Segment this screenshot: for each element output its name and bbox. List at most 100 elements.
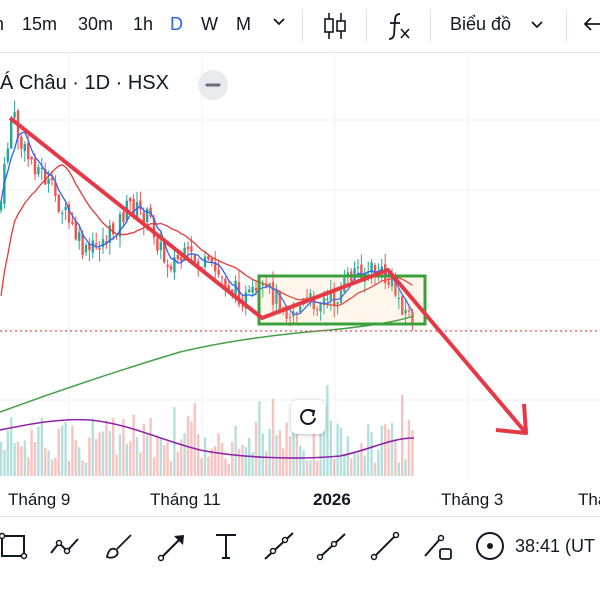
volume-bar bbox=[33, 442, 37, 476]
ma-mid-line bbox=[0, 163, 413, 307]
time-axis[interactable]: Tháng 9 Tháng 11 2026 Tháng 3 Thá bbox=[0, 480, 600, 516]
candle-body bbox=[241, 305, 244, 307]
volume-bar bbox=[305, 460, 309, 476]
volume-bar bbox=[214, 446, 217, 476]
candle-body bbox=[411, 311, 414, 324]
volume-bar bbox=[108, 431, 111, 476]
candle-body bbox=[64, 206, 67, 211]
candle-body bbox=[227, 285, 230, 291]
candle-body bbox=[401, 295, 404, 315]
candle-body bbox=[78, 232, 81, 241]
volume-bar bbox=[271, 398, 275, 476]
candle-body bbox=[101, 239, 105, 248]
volume-bar bbox=[135, 437, 139, 476]
chart-type-button[interactable]: Biểu đồ bbox=[450, 14, 543, 35]
volume-bar bbox=[339, 427, 343, 476]
candle-body bbox=[84, 245, 88, 253]
back-arrow-icon[interactable] bbox=[582, 14, 600, 39]
volume-bar bbox=[336, 423, 339, 476]
volume-bar bbox=[84, 462, 88, 476]
candle-body bbox=[108, 225, 111, 243]
volume-bar bbox=[37, 426, 40, 476]
timeframe-W[interactable]: W bbox=[201, 14, 218, 34]
volume-bar bbox=[292, 422, 295, 476]
more-options-button[interactable] bbox=[198, 70, 228, 100]
clock-display[interactable]: 38:41 (UT bbox=[515, 536, 596, 556]
volume-bar bbox=[237, 448, 241, 476]
chart-canvas[interactable] bbox=[0, 52, 600, 480]
volume-bar bbox=[346, 436, 349, 476]
rectangle-icon[interactable] bbox=[0, 529, 32, 563]
candle-body bbox=[394, 277, 397, 296]
timeframe-M[interactable]: M bbox=[236, 14, 251, 34]
ray-icon[interactable] bbox=[314, 529, 348, 563]
toolbar-divider bbox=[302, 10, 303, 42]
candle-body bbox=[27, 143, 30, 160]
timeframe-30m[interactable]: 30m bbox=[78, 14, 114, 34]
candle-body bbox=[47, 178, 50, 184]
timeframe-1h[interactable]: 1h bbox=[133, 14, 154, 34]
volume-bar bbox=[67, 460, 71, 476]
volume-bar bbox=[261, 433, 264, 476]
candle-body bbox=[33, 158, 37, 175]
volume-bar bbox=[152, 457, 156, 476]
volume-bar bbox=[200, 457, 203, 476]
candle-body bbox=[248, 289, 251, 293]
candle-body bbox=[220, 276, 224, 278]
volume-bar bbox=[251, 451, 254, 476]
price-chart[interactable] bbox=[0, 52, 600, 480]
candle-body bbox=[13, 112, 16, 118]
volume-bar bbox=[71, 425, 74, 476]
brush-icon[interactable] bbox=[103, 529, 137, 563]
volume-bar bbox=[118, 434, 122, 476]
candle-body bbox=[61, 212, 64, 214]
candle-body bbox=[129, 197, 132, 202]
toolbar-divider bbox=[366, 10, 367, 42]
volume-bar bbox=[88, 437, 91, 476]
volume-bar bbox=[397, 462, 400, 476]
candle-body bbox=[390, 279, 394, 287]
candle-body bbox=[95, 243, 98, 246]
volume-bar bbox=[146, 434, 149, 476]
trend-line-icon[interactable] bbox=[262, 529, 296, 563]
polyline-icon[interactable] bbox=[48, 529, 82, 563]
drawing-toolbar bbox=[0, 516, 600, 577]
candle-body bbox=[156, 238, 159, 251]
volume-bar bbox=[295, 414, 298, 476]
text-icon[interactable] bbox=[210, 529, 244, 563]
candle-body bbox=[37, 167, 40, 175]
candle-body bbox=[135, 202, 139, 218]
candle-body bbox=[231, 289, 234, 294]
candle-body bbox=[146, 208, 149, 223]
candle-body bbox=[30, 156, 33, 160]
timeframe-D[interactable]: D bbox=[170, 14, 183, 34]
target-icon[interactable] bbox=[473, 529, 507, 563]
candle-body bbox=[180, 257, 183, 261]
candles-icon[interactable] bbox=[322, 11, 348, 46]
chevron-down-icon[interactable] bbox=[272, 15, 286, 34]
volume-bar bbox=[350, 458, 353, 476]
volume-bar bbox=[302, 450, 305, 476]
candle-body bbox=[322, 297, 326, 306]
volume-bar bbox=[217, 433, 220, 476]
candle-body bbox=[288, 316, 292, 318]
volume-bar bbox=[125, 443, 128, 476]
candle-body bbox=[319, 304, 322, 312]
volume-bar bbox=[319, 428, 322, 476]
volume-bars bbox=[0, 385, 414, 476]
volume-bar bbox=[163, 445, 166, 476]
more-dots-icon bbox=[205, 83, 221, 87]
extended-line-icon[interactable] bbox=[368, 529, 402, 563]
volume-bar bbox=[16, 441, 20, 476]
timeframe-h[interactable]: h bbox=[0, 14, 4, 35]
volume-bar bbox=[241, 444, 244, 476]
info-line-icon[interactable] bbox=[420, 529, 454, 563]
arrow-icon[interactable] bbox=[156, 529, 190, 563]
reset-chart-button[interactable] bbox=[291, 400, 325, 434]
indicators-fx-icon[interactable] bbox=[386, 11, 412, 46]
candle-body bbox=[23, 143, 26, 152]
candle-body bbox=[268, 283, 271, 288]
timeframe-15m[interactable]: 15m bbox=[22, 14, 58, 34]
volume-bar bbox=[47, 450, 50, 476]
volume-bar bbox=[343, 453, 346, 476]
